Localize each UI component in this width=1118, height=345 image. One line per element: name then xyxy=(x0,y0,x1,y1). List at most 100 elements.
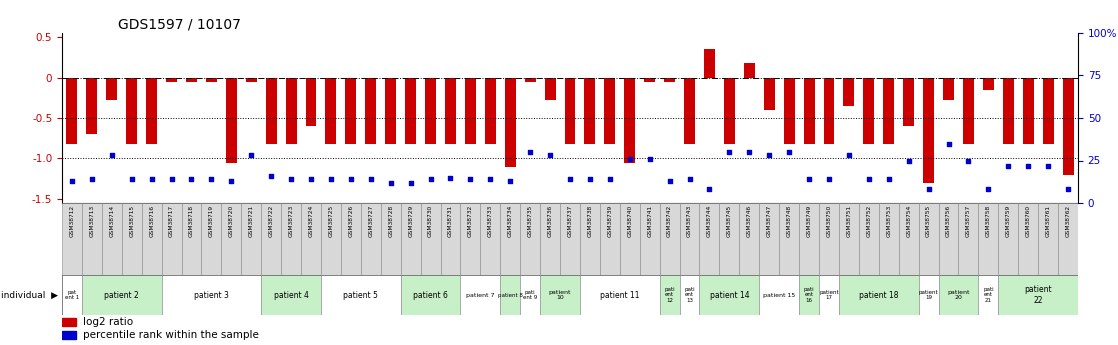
Bar xyxy=(181,203,201,275)
Text: GSM38726: GSM38726 xyxy=(349,205,353,237)
Bar xyxy=(600,203,619,275)
Bar xyxy=(779,203,799,275)
Text: GSM38745: GSM38745 xyxy=(727,205,732,237)
Bar xyxy=(82,203,102,275)
Text: patient 14: patient 14 xyxy=(710,290,749,299)
Point xyxy=(920,187,938,192)
Bar xyxy=(246,78,257,81)
Point xyxy=(620,156,638,161)
Bar xyxy=(186,78,197,81)
Bar xyxy=(266,78,276,144)
Text: GSM38724: GSM38724 xyxy=(309,205,313,237)
Bar xyxy=(700,203,719,275)
Bar xyxy=(799,203,819,275)
Bar xyxy=(680,275,700,315)
Bar xyxy=(544,78,556,100)
Text: GSM38739: GSM38739 xyxy=(607,205,613,237)
Text: GSM38733: GSM38733 xyxy=(487,205,493,237)
Text: GSM38715: GSM38715 xyxy=(130,205,134,237)
Text: GSM38712: GSM38712 xyxy=(69,205,75,237)
Bar xyxy=(580,203,600,275)
Bar xyxy=(500,275,520,315)
Bar xyxy=(465,78,476,144)
Bar xyxy=(61,331,76,339)
Point xyxy=(243,152,260,158)
Text: GSM38743: GSM38743 xyxy=(688,205,692,237)
Text: pati
ent
13: pati ent 13 xyxy=(684,287,695,303)
Point xyxy=(740,149,758,155)
Bar xyxy=(325,78,337,144)
Text: GSM38723: GSM38723 xyxy=(288,205,294,237)
Text: GSM38729: GSM38729 xyxy=(408,205,414,237)
Text: GSM38748: GSM38748 xyxy=(787,205,792,237)
Point xyxy=(880,176,898,182)
Text: GSM38722: GSM38722 xyxy=(268,205,274,237)
Point xyxy=(521,149,539,155)
Bar xyxy=(504,78,515,167)
Text: pati
ent
12: pati ent 12 xyxy=(664,287,675,303)
Bar xyxy=(723,78,735,144)
Text: log2 ratio: log2 ratio xyxy=(84,317,133,327)
Bar xyxy=(146,78,158,144)
Bar xyxy=(425,78,436,144)
Text: individual  ▶: individual ▶ xyxy=(1,290,58,299)
Bar xyxy=(998,203,1018,275)
Point xyxy=(462,176,480,182)
Bar xyxy=(386,78,396,144)
Bar xyxy=(301,203,321,275)
Point xyxy=(1039,163,1057,168)
Bar xyxy=(341,203,361,275)
Bar xyxy=(624,78,635,162)
Bar xyxy=(162,203,181,275)
Text: GSM38746: GSM38746 xyxy=(747,205,751,237)
Text: patient 6: patient 6 xyxy=(414,290,448,299)
Bar xyxy=(461,275,500,315)
Text: GSM38762: GSM38762 xyxy=(1065,205,1071,237)
Point xyxy=(1020,163,1038,168)
Text: GSM38719: GSM38719 xyxy=(209,205,214,237)
Point xyxy=(123,176,141,182)
Point xyxy=(381,180,399,185)
Bar xyxy=(142,203,162,275)
Bar xyxy=(461,203,481,275)
Text: GSM38728: GSM38728 xyxy=(388,205,394,237)
Bar xyxy=(540,275,580,315)
Bar xyxy=(963,78,974,144)
Bar xyxy=(321,203,341,275)
Bar xyxy=(61,203,82,275)
Bar xyxy=(485,78,495,144)
Bar xyxy=(61,318,76,326)
Point xyxy=(322,176,340,182)
Bar xyxy=(998,275,1078,315)
Point xyxy=(482,176,500,182)
Bar xyxy=(863,78,874,144)
Bar xyxy=(978,203,998,275)
Text: GSM38736: GSM38736 xyxy=(548,205,552,237)
Point xyxy=(162,176,180,182)
Bar xyxy=(619,203,639,275)
Bar xyxy=(605,78,615,144)
Bar xyxy=(206,78,217,81)
Point xyxy=(561,176,579,182)
Point xyxy=(282,176,300,182)
Bar xyxy=(281,203,301,275)
Bar xyxy=(704,49,714,78)
Point xyxy=(1059,187,1077,192)
Bar xyxy=(684,78,695,144)
Bar xyxy=(923,78,934,183)
Bar xyxy=(660,203,680,275)
Point xyxy=(900,158,918,163)
Point xyxy=(819,176,837,182)
Text: pat
ent 1: pat ent 1 xyxy=(65,289,79,300)
Point xyxy=(600,176,618,182)
Bar xyxy=(262,203,281,275)
Text: GSM38755: GSM38755 xyxy=(926,205,931,237)
Bar xyxy=(345,78,357,144)
Text: GSM38758: GSM38758 xyxy=(986,205,991,237)
Bar xyxy=(639,203,660,275)
Bar xyxy=(938,203,958,275)
Bar xyxy=(61,275,82,315)
Bar xyxy=(201,203,221,275)
Bar xyxy=(743,63,755,78)
Text: GSM38737: GSM38737 xyxy=(568,205,572,237)
